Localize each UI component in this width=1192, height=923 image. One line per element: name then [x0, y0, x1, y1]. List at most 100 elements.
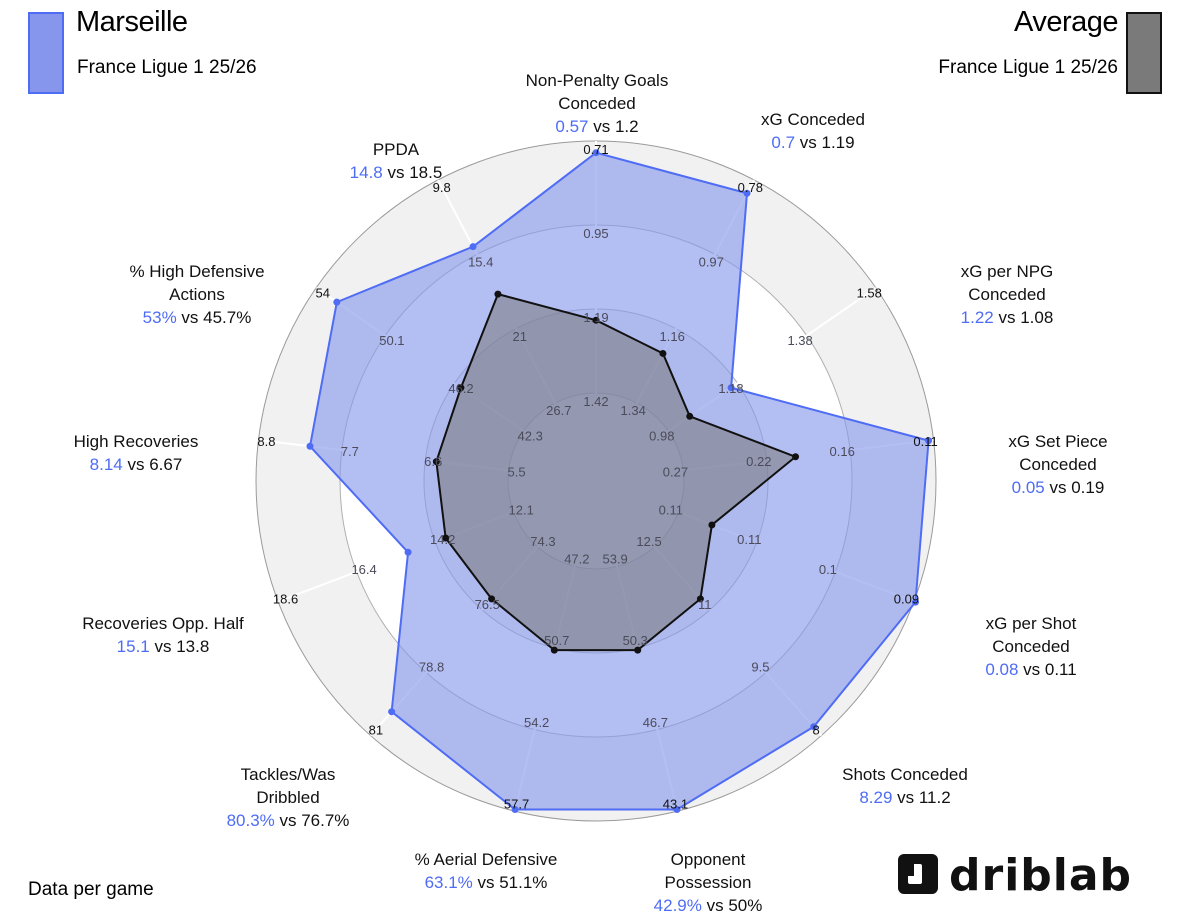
average-point [494, 290, 502, 298]
average-point [686, 412, 694, 420]
tick-label: 47.2 [564, 552, 589, 567]
average-point [634, 646, 642, 654]
brand-text: driblab [949, 850, 1132, 900]
compare-name: Average [1014, 6, 1119, 38]
tick-label: 1.34 [621, 403, 646, 418]
axis-label: xG Set Piece Conceded 0.05 vs 0.19 [1008, 432, 1107, 497]
vs-word: vs [1018, 660, 1044, 679]
average-value: 1.2 [615, 117, 639, 136]
team-value: 42.9% [654, 896, 702, 915]
tick-label: 1.42 [583, 394, 608, 409]
tick-label: 1.19 [583, 310, 608, 325]
average-point [792, 453, 800, 461]
axis-value-line: 0.08 vs 0.11 [985, 660, 1076, 679]
tick-label: 0.95 [583, 226, 608, 241]
average-value: 11.2 [919, 788, 951, 807]
vs-word: vs [994, 308, 1020, 327]
tick-label: 8 [813, 723, 820, 738]
average-point [696, 595, 704, 603]
axis-value-line: 0.57 vs 1.2 [555, 117, 638, 136]
average-point [659, 349, 667, 357]
axis-label-line: Conceded [558, 94, 636, 113]
axis-label-line: xG Conceded [761, 110, 865, 129]
axis-label: % High Defensive Actions 53% vs 45.7% [129, 262, 264, 327]
tick-label: 50.1 [379, 333, 404, 348]
vs-word: vs [383, 163, 409, 182]
average-point [432, 458, 440, 466]
team-point [925, 437, 933, 445]
team-value: 80.3% [227, 811, 275, 830]
vs-word: vs [123, 455, 149, 474]
axis-label: % Aerial Defensive 63.1% vs 51.1% [415, 850, 558, 892]
team-value: 15.1 [117, 637, 150, 656]
tick-label: 12.1 [509, 502, 534, 517]
tick-label: 0.11 [737, 532, 761, 547]
axis-value-line: 80.3% vs 76.7% [227, 811, 350, 830]
tick-label: 0.22 [746, 454, 771, 469]
axis-label-line: Non-Penalty Goals [526, 71, 669, 90]
team-league: France Ligue 1 25/26 [77, 57, 257, 78]
average-point [550, 646, 558, 654]
average-value: 0.11 [1045, 660, 1077, 679]
tick-label: 46.7 [643, 715, 668, 730]
driblab-logo: driblab [898, 850, 1132, 900]
average-value: 51.1% [499, 873, 547, 892]
tick-label: 81 [369, 723, 383, 738]
tick-label: 78.8 [419, 660, 444, 675]
vs-word: vs [150, 637, 176, 656]
tick-label: 46.2 [448, 381, 473, 396]
tick-label: 0.16 [830, 444, 855, 459]
axis-label: Recoveries Opp. Half 15.1 vs 13.8 [82, 614, 244, 656]
average-point [457, 384, 465, 392]
average-value: 6.67 [149, 455, 182, 474]
tick-label: 12.5 [636, 534, 661, 549]
axis-label-line: Dribbled [256, 788, 319, 807]
tick-label: 74.3 [530, 534, 555, 549]
vs-word: vs [892, 788, 918, 807]
tick-label: 5.5 [508, 464, 526, 479]
team-value: 0.57 [555, 117, 588, 136]
tick-label: 53.9 [602, 552, 627, 567]
team-value: 0.05 [1012, 478, 1045, 497]
average-value: 76.7% [301, 811, 349, 830]
tick-labels: 1.42 1.19 0.95 0.71 1.34 1.16 0.97 0.78 0.98 1.18… [257, 142, 937, 811]
tick-label: 42.3 [518, 429, 543, 444]
tick-label: 9.8 [433, 180, 451, 195]
tick-label: 50.7 [544, 633, 569, 648]
team-point [911, 598, 919, 606]
tick-label: 0.11 [659, 502, 683, 517]
average-point [592, 316, 600, 324]
vs-word: vs [795, 133, 821, 152]
compare-league: France Ligue 1 25/26 [938, 57, 1118, 78]
axis-value-line: 0.7 vs 1.19 [771, 133, 854, 152]
compare-legend-swatch [1126, 12, 1162, 94]
team-point [727, 384, 735, 392]
team-value: 53% [143, 308, 177, 327]
tick-label: 11 [698, 597, 712, 612]
team-value: 14.8 [350, 163, 383, 182]
axis-label: Shots Conceded 8.29 vs 11.2 [842, 765, 968, 807]
axis-label-line: Conceded [968, 285, 1046, 304]
average-value: 18.5 [409, 163, 442, 182]
tick-label: 1.58 [857, 285, 882, 300]
axis-label: Tackles/Was Dribbled 80.3% vs 76.7% [227, 765, 350, 830]
axis-label: xG per Shot Conceded 0.08 vs 0.11 [985, 614, 1076, 679]
axis-label-line: Shots Conceded [842, 765, 968, 784]
team-value: 8.29 [859, 788, 892, 807]
axis-label-line: xG per NPG [961, 262, 1054, 281]
team-value: 63.1% [425, 873, 473, 892]
tick-label: 0.09 [894, 592, 919, 607]
team-value: 1.22 [961, 308, 994, 327]
tick-label: 0.98 [649, 429, 674, 444]
tick-label: 1.16 [660, 329, 685, 344]
axis-value-line: 1.22 vs 1.08 [961, 308, 1054, 327]
tick-label: 7.7 [341, 444, 359, 459]
average-value: 45.7% [203, 308, 251, 327]
vs-word: vs [177, 308, 203, 327]
average-value: 0.19 [1071, 478, 1104, 497]
tick-label: 1.38 [787, 333, 812, 348]
axis-label-line: % High Defensive [129, 262, 264, 281]
team-value: 0.7 [771, 133, 795, 152]
axis-value-line: 42.9% vs 50% [654, 896, 763, 915]
axis-label: High Recoveries 8.14 vs 6.67 [74, 432, 199, 474]
